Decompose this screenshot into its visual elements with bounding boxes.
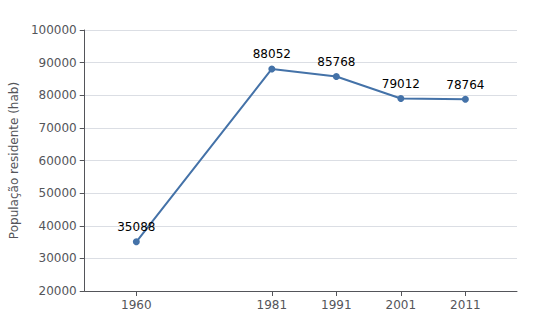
svg-text:2011: 2011 [450, 298, 481, 312]
svg-text:85768: 85768 [317, 55, 355, 69]
svg-text:40000: 40000 [39, 219, 77, 233]
svg-text:90000: 90000 [39, 56, 77, 70]
svg-text:60000: 60000 [39, 154, 77, 168]
svg-text:30000: 30000 [39, 251, 77, 265]
svg-text:20000: 20000 [39, 284, 77, 298]
svg-text:79012: 79012 [382, 77, 420, 91]
svg-text:2001: 2001 [386, 298, 417, 312]
svg-text:População residente (hab): População residente (hab) [7, 82, 21, 239]
svg-text:100000: 100000 [31, 23, 77, 37]
svg-text:1960: 1960 [121, 298, 152, 312]
svg-text:88052: 88052 [253, 47, 291, 61]
svg-text:35088: 35088 [117, 220, 155, 234]
svg-text:50000: 50000 [39, 186, 77, 200]
svg-text:80000: 80000 [39, 88, 77, 102]
svg-text:1981: 1981 [257, 298, 288, 312]
svg-text:70000: 70000 [39, 121, 77, 135]
svg-text:78764: 78764 [446, 78, 484, 92]
svg-text:1991: 1991 [321, 298, 352, 312]
